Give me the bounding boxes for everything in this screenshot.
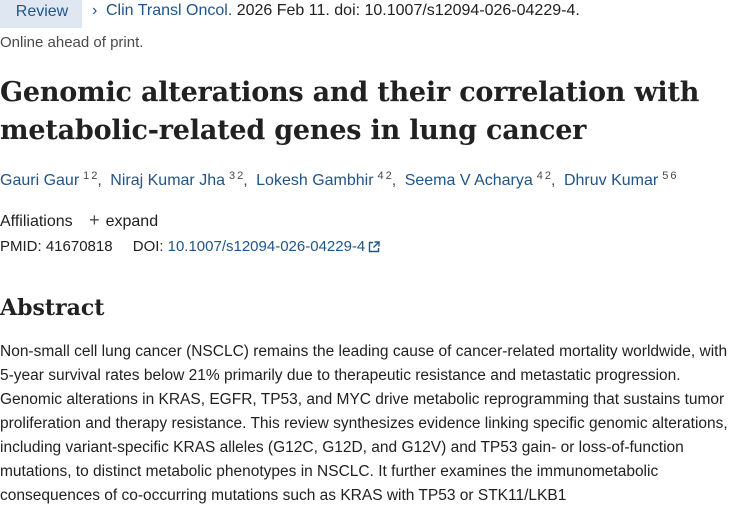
citation-details: 2026 Feb 11. doi: 10.1007/s12094-026-042… bbox=[232, 2, 580, 19]
pmid-label: PMID: bbox=[0, 238, 42, 255]
author-item: Dhruv Kumar 5 6 bbox=[563, 170, 677, 189]
author-separator: , bbox=[551, 172, 556, 189]
doi-label: DOI: bbox=[132, 238, 164, 255]
author-link[interactable]: Seema V Acharya bbox=[404, 172, 533, 189]
affiliations-expand-button[interactable]: + expand bbox=[89, 210, 159, 230]
affiliation-ref[interactable]: 2 bbox=[385, 170, 392, 182]
author-item: Lokesh Gambhir 4 2, bbox=[256, 170, 405, 189]
affiliations-row: Affiliations + expand bbox=[0, 210, 158, 231]
affiliation-ref[interactable]: 4 bbox=[377, 170, 384, 182]
journal-link[interactable]: Clin Transl Oncol. bbox=[106, 2, 233, 19]
affiliation-ref[interactable]: 5 bbox=[662, 170, 669, 182]
abstract-heading: Abstract bbox=[0, 295, 105, 321]
doi-link[interactable]: 10.1007/s12094-026-04229-4 bbox=[167, 238, 366, 255]
affiliations-label: Affiliations bbox=[0, 213, 73, 230]
expand-label: expand bbox=[105, 213, 159, 230]
affiliation-ref[interactable]: 2 bbox=[91, 170, 98, 182]
author-separator: , bbox=[391, 172, 397, 189]
affiliation-ref[interactable]: 1 bbox=[83, 170, 90, 182]
affiliation-ref[interactable]: 3 bbox=[229, 170, 236, 182]
affiliation-ref[interactable]: 2 bbox=[544, 170, 552, 182]
chevron-right-icon[interactable]: › bbox=[92, 2, 98, 19]
author-item: Seema V Acharya 4 2, bbox=[404, 170, 564, 189]
author-separator: , bbox=[97, 172, 102, 189]
affiliation-ref[interactable]: 2 bbox=[237, 170, 244, 182]
plus-icon: + bbox=[89, 210, 100, 230]
author-link[interactable]: Niraj Kumar Jha bbox=[110, 172, 225, 189]
affiliation-ref[interactable]: 6 bbox=[670, 170, 677, 182]
pmid-value: 41670818 bbox=[45, 238, 113, 255]
affiliation-ref[interactable]: 4 bbox=[536, 170, 543, 182]
author-link[interactable]: Gauri Gaur bbox=[0, 172, 80, 189]
external-link-icon[interactable] bbox=[368, 241, 380, 253]
author-list: Gauri Gaur 1 2, Niraj Kumar Jha 3 2, Lokesh … bbox=[0, 170, 676, 190]
citation-line: › Clin Transl Oncol. 2026 Feb 11. doi: 10… bbox=[92, 2, 580, 20]
author-link[interactable]: Dhruv Kumar bbox=[563, 172, 659, 189]
article-title: Genomic alterations and their correlatio… bbox=[0, 77, 700, 146]
author-link[interactable]: Lokesh Gambhir bbox=[256, 172, 374, 189]
publication-status: Online ahead of print. bbox=[0, 34, 144, 51]
article-type-badge[interactable]: Review bbox=[0, 0, 82, 28]
abstract-text: Non-small cell lung cancer (NSCLC) remai… bbox=[0, 343, 728, 504]
author-separator: , bbox=[243, 172, 248, 189]
author-item: Niraj Kumar Jha 3 2, bbox=[110, 170, 256, 189]
author-item: Gauri Gaur 1 2, bbox=[0, 170, 110, 189]
article-identifiers: PMID: 41670818 DOI: 10.1007/s12094-026-04… bbox=[0, 238, 380, 255]
